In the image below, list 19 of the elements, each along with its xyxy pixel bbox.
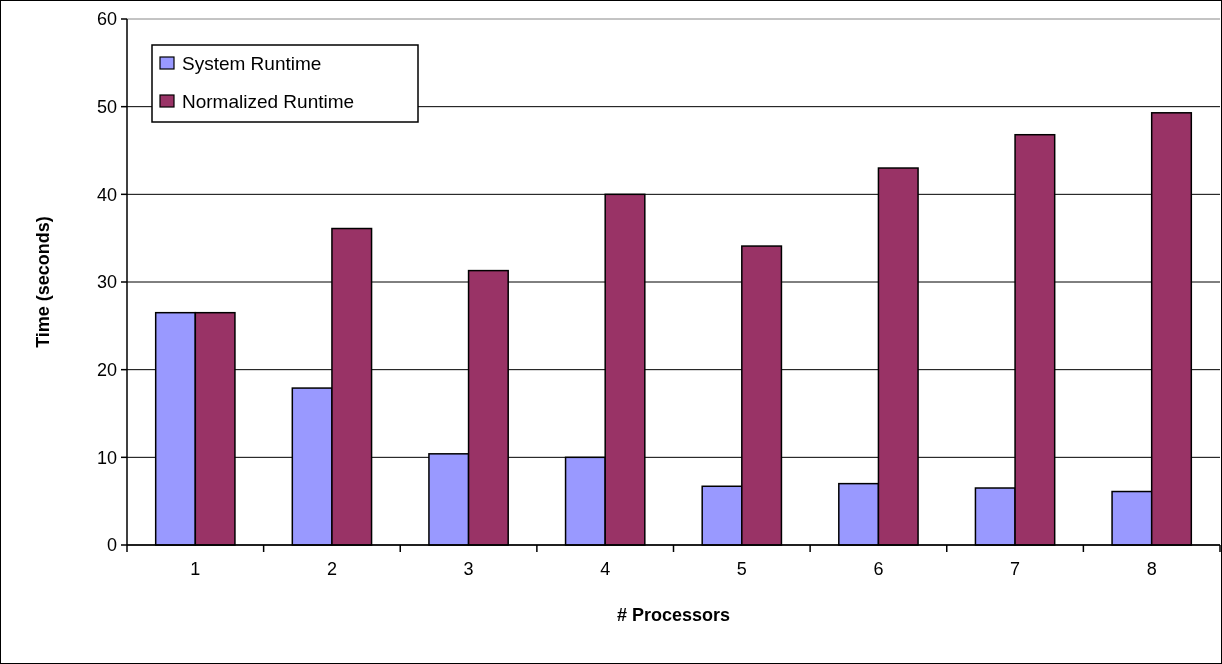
x-tick-label: 2 — [326, 559, 337, 579]
y-tick-label: 10 — [96, 447, 117, 468]
x-tick-label: 7 — [1010, 559, 1021, 579]
y-axis-title: Time (seconds) — [33, 216, 53, 348]
legend-label: System Runtime — [182, 52, 322, 74]
y-tick-label: 20 — [96, 359, 117, 380]
x-tick-label: 4 — [600, 559, 611, 579]
x-tick-label: 1 — [190, 559, 201, 579]
y-tick-label: 0 — [106, 535, 117, 556]
x-tick-label: 6 — [873, 559, 884, 579]
x-tick-label: 8 — [1146, 559, 1157, 579]
y-tick-label: 40 — [96, 184, 117, 205]
x-tick-label: 3 — [463, 559, 474, 579]
y-tick-label: 30 — [96, 272, 117, 293]
y-tick-label: 50 — [96, 96, 117, 117]
x-axis-title: # Processors — [616, 605, 731, 625]
legend-label: Normalized Runtime — [182, 90, 355, 112]
x-tick-label: 5 — [736, 559, 747, 579]
y-tick-label: 60 — [96, 9, 117, 30]
